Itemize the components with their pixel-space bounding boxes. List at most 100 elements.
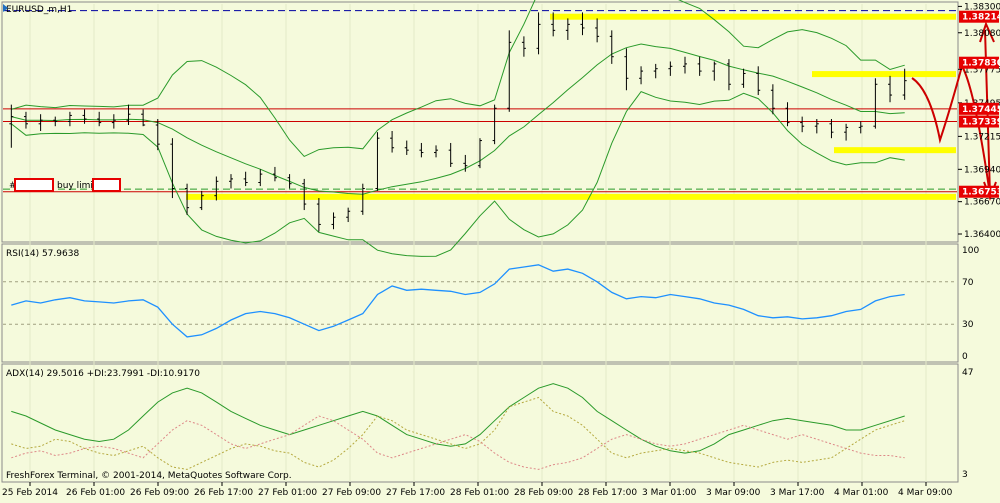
- price-tick-label: 1.38080: [964, 29, 1000, 39]
- ohlc-bar: [697, 56, 702, 76]
- ohlc-bar: [434, 145, 439, 158]
- ohlc-bar: [580, 12, 585, 36]
- ohlc-bar: [624, 48, 629, 91]
- price-tick: 1.37775: [958, 65, 1000, 75]
- ohlc-bar: [683, 56, 687, 74]
- copyright-text: FreshForex Terminal, © 2001-2014, MetaQu…: [6, 471, 292, 481]
- ohlc-bar: [814, 119, 819, 134]
- ohlc-bar: [653, 63, 658, 79]
- price-label: 1.37830: [959, 56, 1000, 69]
- rsi-line: [11, 264, 905, 338]
- adx-panel[interactable]: [1, 363, 959, 483]
- ohlc-bar: [858, 121, 863, 134]
- price-tick-label: 1.38300: [964, 2, 1000, 12]
- ohlc-bar: [272, 166, 277, 182]
- rsi-tick-label: 30: [962, 320, 974, 330]
- price-label-bg: [959, 102, 999, 115]
- ohlc-bar: [902, 68, 907, 100]
- time-tick-label: 26 Feb 17:00: [194, 488, 253, 498]
- time-tick-label: 26 Feb 09:00: [130, 488, 189, 498]
- ohlc-bar: [287, 174, 292, 189]
- ohlc-bar: [888, 75, 893, 103]
- ohlc-bar: [668, 61, 673, 76]
- ohlc-bar: [375, 132, 380, 191]
- price-tick: 1.38300: [958, 2, 1000, 12]
- adx-line: [11, 383, 905, 454]
- bollinger-bands-layer: [10, 0, 905, 257]
- price-label-bg: [959, 56, 999, 69]
- support-resistance-zone: [812, 71, 956, 78]
- ohlc-bar: [53, 116, 58, 127]
- price-label: 1.36753: [959, 185, 1000, 198]
- price-tick-label: 1.36400: [964, 230, 1000, 240]
- rsi-title: RSI(14) 57.9638: [6, 249, 79, 259]
- ohlc-bar: [23, 111, 28, 129]
- price-label-bg: [959, 115, 999, 128]
- price-label-bg: [959, 185, 999, 198]
- ohlc-bar: [38, 114, 43, 131]
- ohlc-bar: [507, 30, 512, 112]
- ohlc-bar: [126, 104, 131, 125]
- time-tick-label: 27 Feb 09:00: [322, 488, 381, 498]
- rsi-tick-label: 100: [962, 246, 979, 256]
- ohlc-bar: [770, 84, 775, 115]
- price-label-text: 1.38214: [962, 13, 1000, 23]
- ohlc-bar: [844, 123, 849, 141]
- order-price-box[interactable]: [92, 178, 121, 192]
- ohlc-bar: [536, 12, 541, 55]
- ohlc-bar: [214, 176, 219, 201]
- ohlc-bar: [609, 30, 614, 64]
- adx-layer: [11, 383, 905, 470]
- ohlc-bar: [316, 198, 321, 232]
- ohlc-bar: [390, 130, 395, 153]
- bb-middle-line: [11, 43, 905, 195]
- price-label-text: 1.36753: [962, 188, 1000, 198]
- grid-layer: [29, 4, 927, 482]
- bb-upper-line: [11, 0, 905, 158]
- price-label: 1.37445: [959, 102, 1000, 115]
- rsi-layer: [3, 264, 957, 338]
- order-ticket-box[interactable]: [14, 178, 54, 192]
- price-tick: 1.36400: [958, 230, 1000, 240]
- ohlc-bar: [712, 61, 717, 81]
- ohlc-bar: [448, 142, 453, 167]
- time-tick-label: 27 Feb 17:00: [386, 488, 445, 498]
- zones-layer: [186, 13, 956, 200]
- time-tick-label: 4 Mar 09:00: [898, 488, 953, 498]
- price-tick-label: 1.37775: [964, 65, 1000, 75]
- price-tick-label: 1.36940: [964, 165, 1000, 175]
- price-label: 1.37339: [959, 115, 1000, 128]
- rsi-panel[interactable]: [1, 243, 959, 363]
- price-label-bg: [959, 10, 999, 23]
- ohlc-bar: [785, 102, 790, 127]
- adx-title: ADX(14) 29.5016 +DI:23.7991 -DI:10.9170: [6, 369, 200, 379]
- price-label: 1.38214: [959, 10, 1000, 23]
- rsi-tick-label: 70: [962, 278, 974, 288]
- candles-layer: [9, 12, 907, 232]
- main-chart-title: EURUSD_m,H1: [6, 5, 72, 15]
- ohlc-bar: [258, 169, 263, 187]
- bb-lower-line: [10, 90, 905, 257]
- time-tick-label: 25 Feb 2014: [2, 488, 58, 498]
- support-resistance-zone: [186, 193, 956, 200]
- price-tick: 1.36940: [958, 165, 1000, 175]
- ohlc-bar: [331, 212, 336, 230]
- price-tick: 1.38080: [958, 29, 1000, 39]
- ohlc-bar: [404, 140, 409, 155]
- ohlc-bar: [639, 66, 644, 85]
- ohlc-bar: [551, 12, 556, 37]
- ohlc-bar: [82, 109, 87, 124]
- time-tick-label: 3 Mar 09:00: [706, 488, 761, 498]
- order-type-label: buy limit: [57, 181, 97, 191]
- ohlc-bar: [155, 119, 160, 151]
- support-resistance-zone: [550, 13, 956, 20]
- rsi-tick-label: 0: [962, 352, 968, 362]
- ohlc-bar: [829, 119, 834, 139]
- horizontal-lines-layer: [3, 10, 957, 193]
- ohlc-bar: [67, 111, 72, 127]
- ohlc-bar: [726, 59, 731, 91]
- ohlc-bar: [199, 190, 204, 211]
